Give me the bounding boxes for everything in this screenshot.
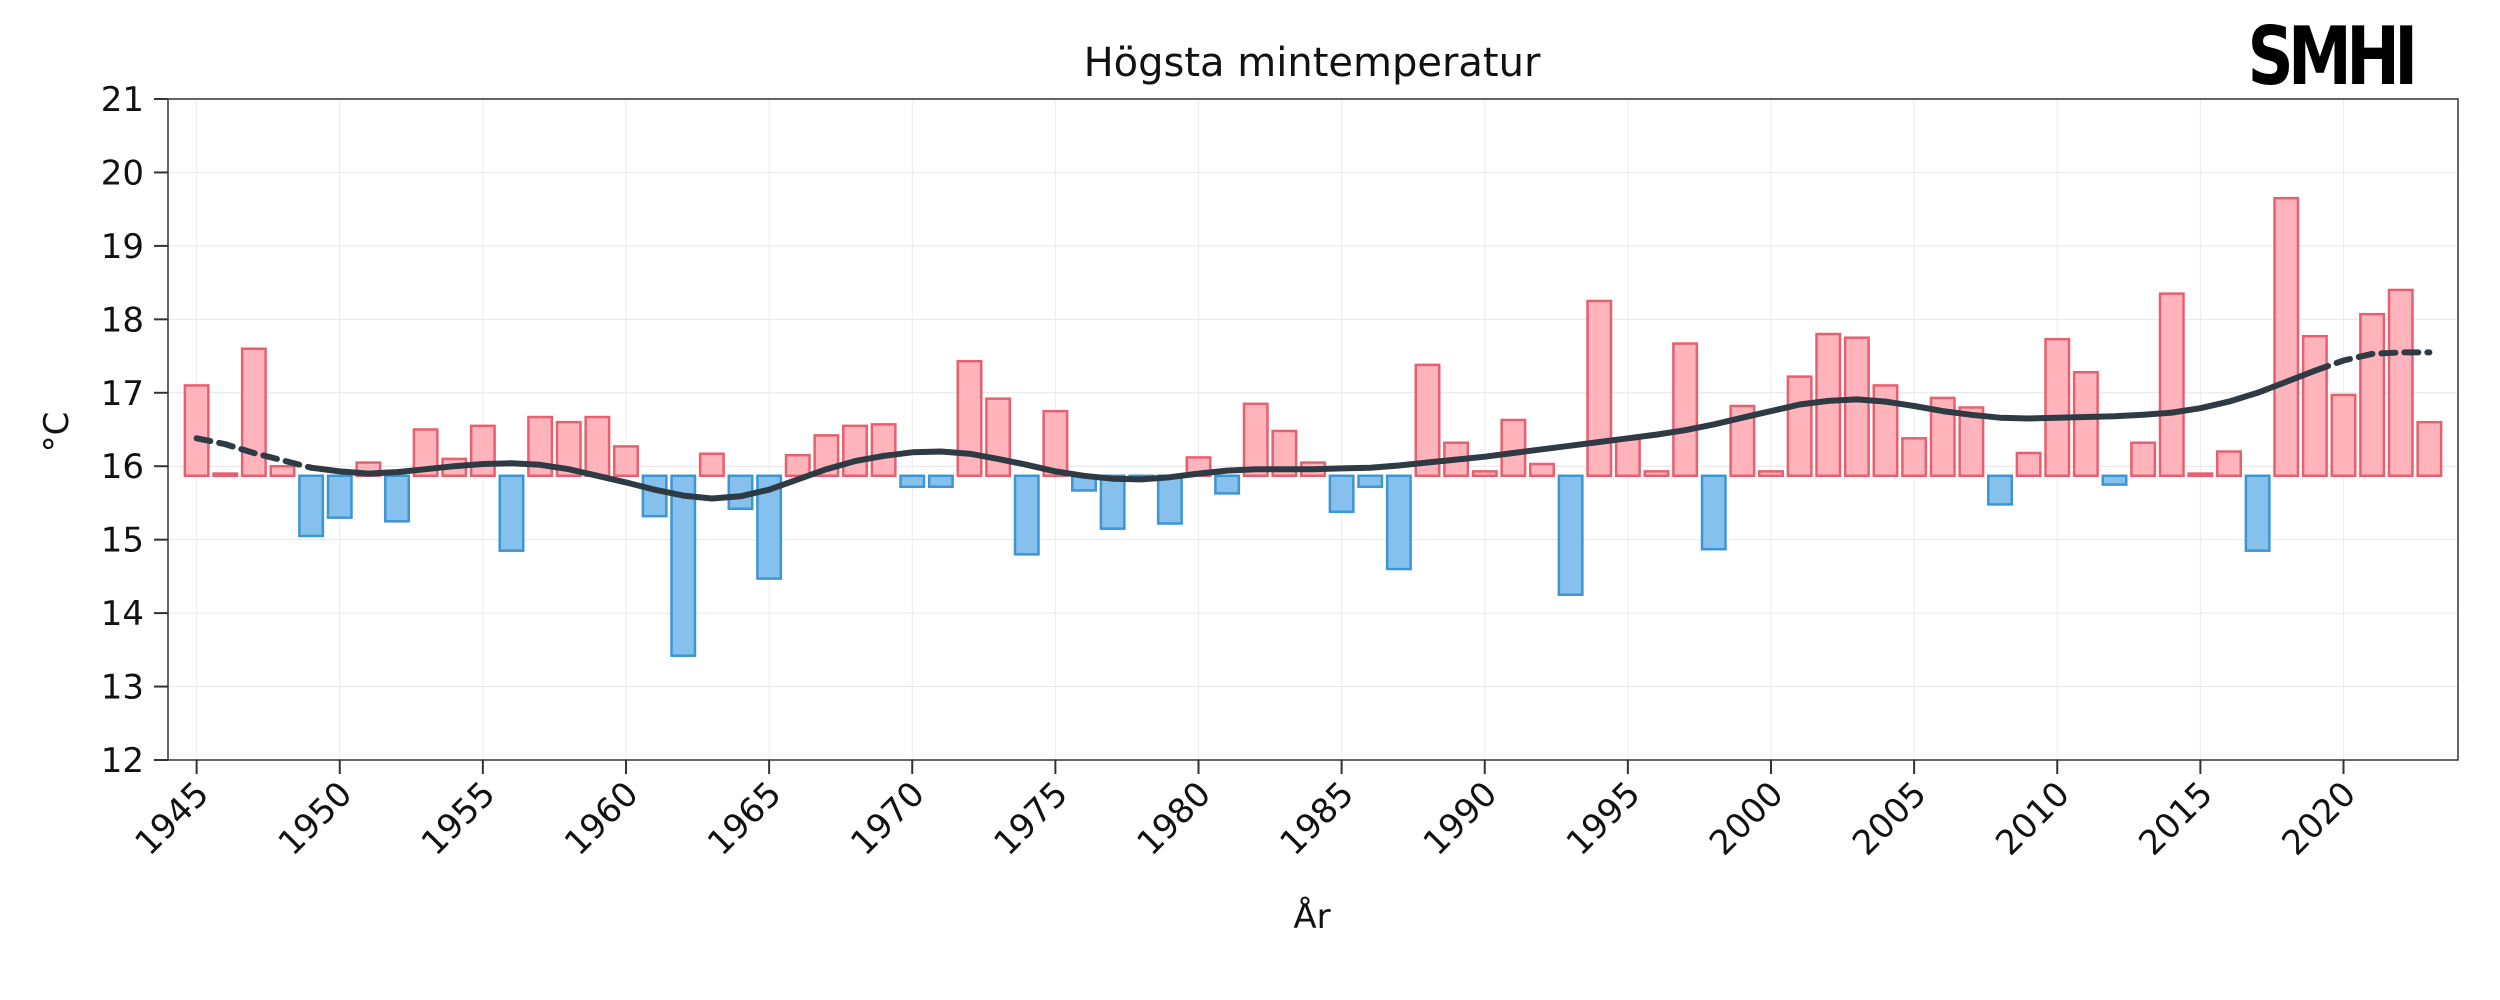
y-tick-label: 17: [101, 374, 144, 414]
y-tick-label: 14: [101, 594, 144, 634]
bar-2013: [2130, 441, 2157, 478]
trend-line-group: [193, 349, 2433, 502]
bars: [183, 196, 2443, 657]
bar-1983: [1271, 429, 1298, 478]
bar-2003: [1843, 336, 1870, 478]
y-tick-label: 13: [101, 668, 144, 708]
bar-1968: [842, 424, 868, 478]
bar-1961: [641, 474, 668, 518]
bar-1996: [1643, 470, 1670, 478]
bar-1955: [469, 424, 496, 478]
bar-1957: [527, 415, 554, 478]
bar-1977: [1099, 474, 1126, 530]
bar-1959: [584, 415, 611, 478]
bar-2015: [2187, 472, 2214, 478]
bar-1990: [1471, 470, 1498, 478]
y-tick-label: 20: [101, 153, 144, 193]
bar-1982: [1242, 402, 1269, 478]
bar-1952: [384, 474, 410, 523]
bar-2007: [1958, 406, 1985, 478]
bar-1971: [927, 474, 954, 489]
y-axis-title: °C: [37, 412, 77, 453]
bar-1975: [1042, 409, 1069, 478]
bar-1953: [412, 428, 439, 478]
bar-1985: [1328, 474, 1355, 514]
smhi-logo: SMHI: [2248, 10, 2413, 103]
bar-1960: [613, 445, 639, 478]
bar-1948: [269, 464, 296, 478]
bar-2009: [2015, 451, 2042, 478]
bar-2018: [2273, 196, 2300, 478]
bar-2020: [2330, 393, 2357, 478]
bar-1979: [1156, 474, 1183, 525]
bar-1991: [1500, 418, 1527, 478]
bar-2010: [2044, 337, 2071, 478]
bar-1956: [498, 474, 525, 552]
bar-2008: [1987, 474, 2013, 506]
bar-2004: [1872, 384, 1899, 478]
bar-2022: [2387, 288, 2414, 478]
y-tick-label: 12: [101, 741, 144, 781]
bar-2016: [2216, 450, 2242, 478]
plot-frame: [167, 98, 2459, 761]
bar-1950: [326, 474, 353, 519]
bar-2005: [1901, 437, 1928, 478]
y-tick-label: 16: [101, 447, 144, 487]
bar-1970: [899, 474, 926, 489]
y-tick-label: 19: [101, 227, 144, 267]
y-tick-label: 18: [101, 300, 144, 340]
bar-1949: [298, 474, 325, 538]
bar-2014: [2158, 292, 2185, 478]
bar-2023: [2416, 420, 2443, 478]
bar-1974: [1013, 474, 1040, 556]
bar-1963: [698, 452, 725, 478]
trend-line: [308, 367, 2318, 502]
bar-1997: [1672, 342, 1699, 478]
bar-1969: [870, 423, 897, 478]
bar-1992: [1529, 462, 1555, 478]
bar-1993: [1557, 474, 1584, 596]
chart-title: Högsta mintemperatur: [1084, 40, 1541, 86]
bar-2001: [1786, 375, 1813, 478]
bar-2017: [2244, 474, 2271, 552]
bar-2011: [2072, 370, 2099, 478]
bar-1966: [784, 453, 811, 478]
y-axis: 12 13 14 15 16 17 18 19 20 21: [101, 80, 168, 781]
bar-1945: [183, 384, 210, 478]
bar-1987: [1385, 474, 1412, 571]
trend-line-end-dashed: [2311, 349, 2433, 374]
bar-1998: [1700, 474, 1727, 551]
bar-1995: [1614, 437, 1641, 478]
bar-1962: [670, 474, 697, 657]
bar-2012: [2101, 474, 2128, 486]
bar-2000: [1758, 470, 1784, 478]
bar-2006: [1929, 396, 1956, 478]
bar-1947: [240, 347, 267, 478]
bar-1994: [1586, 299, 1613, 478]
bar-2021: [2359, 312, 2386, 478]
bar-2019: [2301, 334, 2328, 478]
bar-1986: [1357, 474, 1384, 489]
bar-1999: [1729, 404, 1756, 478]
bar-1946: [212, 472, 239, 478]
y-tick-label: 21: [101, 80, 144, 120]
bar-1972: [956, 359, 983, 478]
y-tick-label: 15: [101, 521, 144, 561]
bar-1988: [1414, 363, 1441, 478]
bar-1958: [555, 420, 582, 478]
bar-1965: [756, 474, 783, 580]
bar-1981: [1214, 474, 1241, 495]
bar-1973: [985, 397, 1012, 478]
x-axis-title: År: [1293, 896, 1330, 937]
trend-line-start-dashed: [193, 435, 315, 471]
